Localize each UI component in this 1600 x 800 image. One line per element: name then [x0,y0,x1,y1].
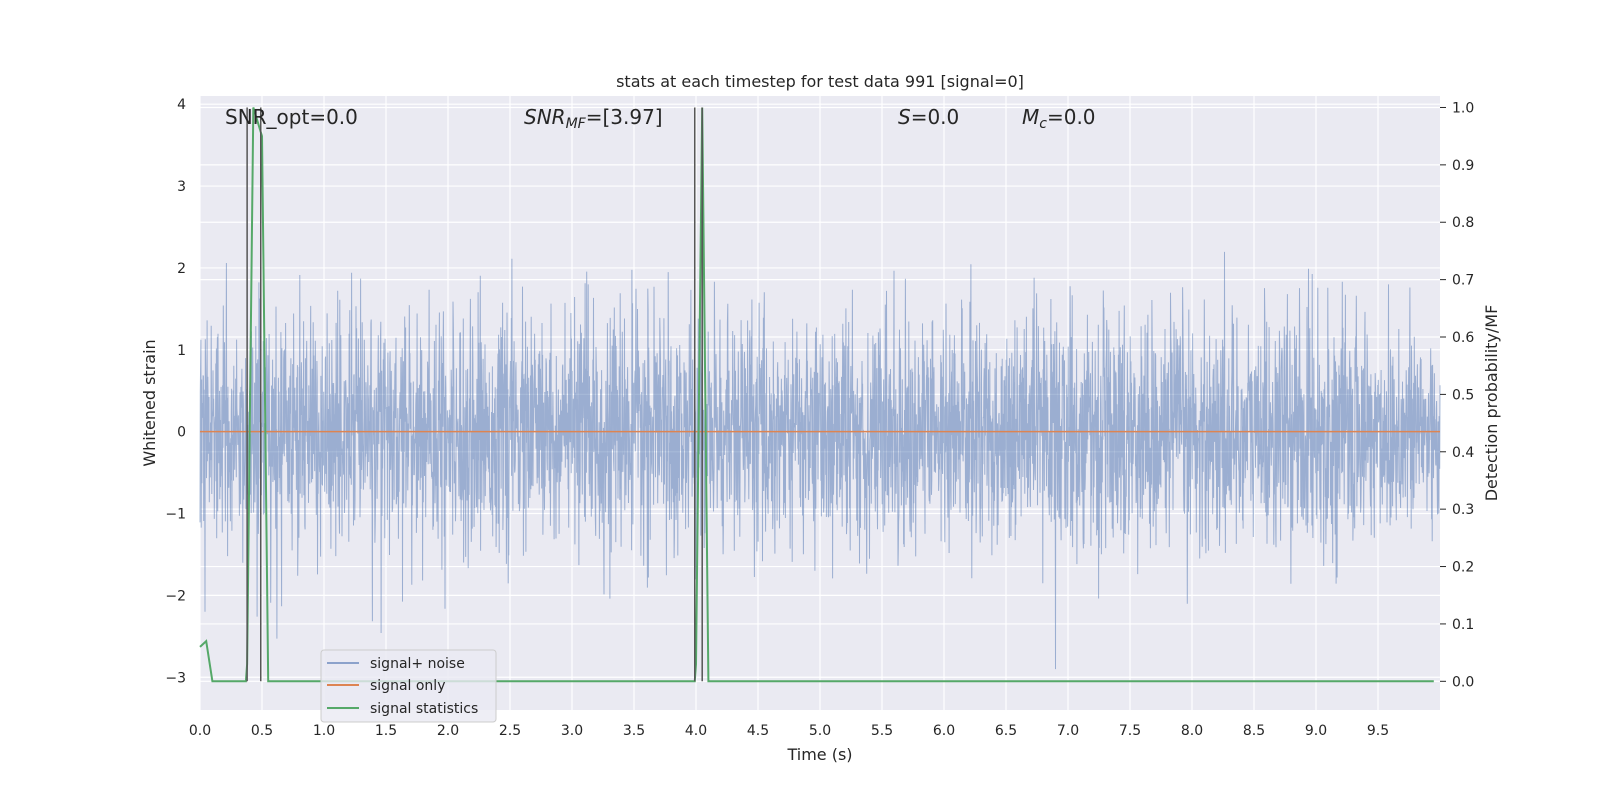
annotation-snr-opt: SNR_opt=0.0 [225,105,358,129]
x-tick-label: 0.0 [189,723,211,739]
x-tick-label: 2.5 [499,723,521,739]
y2-tick-label: 0.9 [1452,158,1474,174]
snr-mf-subscript: MF [566,116,587,132]
x-tick-label: 0.5 [251,723,273,739]
legend: signal+ noise signal only signal statist… [320,649,497,723]
x-axis: 0.0 0.5 1.0 1.5 2.0 2.5 3.0 3.5 4.0 4.5 5.0 5.5 6.0 6… [189,723,1389,739]
annotation-snr-mf: SNRMF=[3.97] [524,105,663,132]
y-axis-right: 1.0 0.9 0.8 0.7 0.6 0.5 0.4 0.3 0.2 0.1 0.0 [1440,100,1474,690]
snr-mf-prefix: SNR [524,105,566,129]
x-tick-label: 2.0 [437,723,459,739]
y2-tick-label: 0.1 [1452,617,1474,633]
annotation-mc: Mc=0.0 [1022,105,1096,132]
y-tick-label: −3 [165,670,186,686]
y-tick-label: 4 [177,97,186,113]
series-group [199,107,1440,683]
x-tick-label: 9.5 [1367,723,1389,739]
s-value: =0.0 [911,105,960,129]
signal-plus-noise-line [199,251,1441,670]
legend-label-signal-plus-noise: signal+ noise [370,656,465,672]
y-tick-label: −2 [165,588,186,604]
x-tick-label: 8.5 [1243,723,1265,739]
y2-tick-label: 0.3 [1452,502,1474,518]
y2-tick-label: 1.0 [1452,100,1474,116]
legend-box [320,649,497,723]
x-tick-label: 7.5 [1119,723,1141,739]
legend-label-signal-only: signal only [370,678,445,694]
y2-tick-label: 0.8 [1452,215,1474,231]
y-tick-label: 3 [177,179,186,195]
x-tick-label: 1.5 [375,723,397,739]
y2-tick-label: 0.0 [1452,674,1474,690]
x-tick-label: 7.0 [1057,723,1079,739]
y2-tick-label: 0.2 [1452,560,1474,576]
x-tick-label: 5.5 [871,723,893,739]
y2-axis-label: Detection probability/MF [1482,305,1501,502]
x-tick-label: 8.0 [1181,723,1203,739]
x-tick-label: 1.0 [313,723,335,739]
y-tick-label: 1 [177,343,186,359]
y2-tick-label: 0.5 [1452,387,1474,403]
x-tick-label: 5.0 [809,723,831,739]
y2-tick-label: 0.4 [1452,445,1474,461]
x-tick-label: 9.0 [1305,723,1327,739]
y-tick-label: 0 [177,425,186,441]
y2-tick-label: 0.7 [1452,273,1474,289]
annotation-s: S=0.0 [898,105,959,129]
mc-subscript: c [1039,116,1047,132]
x-axis-label: Time (s) [786,745,852,764]
x-tick-label: 3.0 [561,723,583,739]
y-axis-label: Whitened strain [140,339,159,466]
y2-tick-label: 0.6 [1452,330,1474,346]
chart-title: stats at each timestep for test data 991… [616,72,1024,91]
vertical-markers [246,107,703,682]
mc-symbol: M [1022,105,1039,129]
x-tick-label: 4.0 [685,723,707,739]
y-tick-label: −1 [165,507,186,523]
snr-mf-value: =[3.97] [586,105,663,129]
x-tick-label: 4.5 [747,723,769,739]
x-tick-label: 6.5 [995,723,1017,739]
x-tick-label: 6.0 [933,723,955,739]
legend-label-signal-statistics: signal statistics [370,701,478,717]
y-tick-label: 2 [177,261,186,277]
x-tick-label: 3.5 [623,723,645,739]
y-axis-left: 4 3 2 1 0 −1 −2 −3 [165,97,186,686]
mc-value: =0.0 [1047,105,1096,129]
series-signal-plus-noise [199,251,1441,670]
signal-statistics-line [199,107,1434,683]
s-symbol: S [898,105,911,129]
